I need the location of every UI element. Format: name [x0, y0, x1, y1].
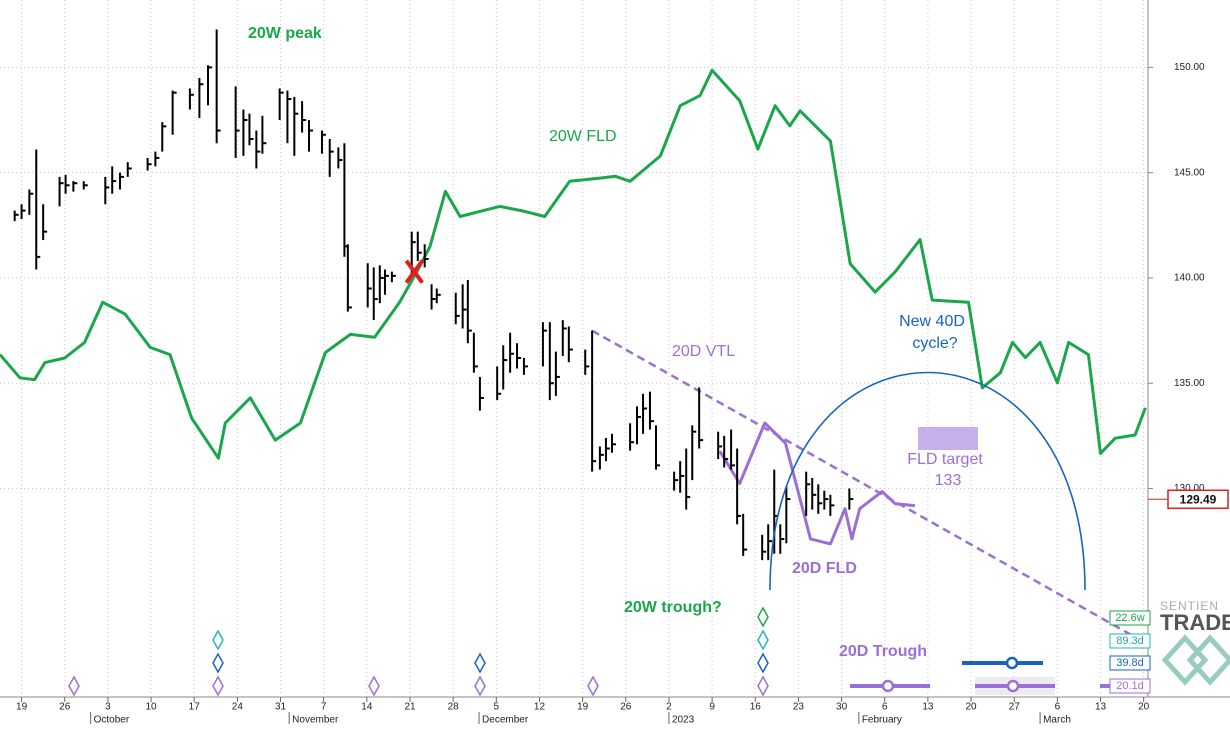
fld-line: [718, 421, 916, 546]
y-tick-label: 140.00: [1174, 273, 1205, 284]
y-tick-label: 135.00: [1174, 378, 1205, 389]
fld-target-box: [918, 427, 978, 450]
month-label: December: [482, 715, 529, 726]
vtl-line: [591, 329, 1149, 646]
diamond: [757, 606, 769, 628]
marks: [0, 29, 1149, 646]
logo-text: SENTIEN: [1160, 599, 1219, 613]
y-tick-label: 145.00: [1174, 167, 1205, 178]
cycle-label: 20.1d: [1116, 680, 1144, 692]
diamond: [757, 675, 769, 697]
x-tick-label: 21: [404, 702, 416, 713]
cycle-arc: [769, 371, 1086, 591]
x-tick-label: 26: [620, 702, 632, 713]
x-tick-label: 16: [750, 702, 762, 713]
month-label: October: [94, 715, 130, 726]
x-tick-label: 14: [361, 702, 373, 713]
x-tick-label: 20: [1138, 702, 1150, 713]
diamond: [368, 675, 380, 697]
diamond: [68, 675, 80, 697]
cycle-diamonds: [68, 606, 769, 697]
annotation: cycle?: [912, 335, 957, 352]
diamond: [587, 675, 599, 697]
annotation: 20W peak: [248, 25, 322, 42]
x-tick-label: 24: [232, 702, 244, 713]
diamond: [757, 652, 769, 674]
diamond: [212, 652, 224, 674]
x-tick-label: 6: [1055, 702, 1061, 713]
projection-point: [1005, 656, 1019, 670]
grid: [0, 0, 1148, 697]
month-label: February: [862, 715, 902, 726]
x-tick-label: 13: [922, 702, 934, 713]
annotation: New 40D: [899, 313, 965, 330]
fld-line: [0, 68, 1147, 460]
cycle-label: 89.3d: [1116, 635, 1144, 647]
diamond: [212, 675, 224, 697]
x-tick-label: 12: [534, 702, 546, 713]
x-tick-label: 3: [105, 702, 111, 713]
month-label: March: [1043, 715, 1071, 726]
diamonds-20d: [68, 675, 769, 697]
cycle-label-box: [1109, 678, 1151, 694]
last-price-label: 129.49: [1180, 492, 1217, 506]
x-tick-label: 7: [321, 702, 327, 713]
annotation: 20W trough?: [624, 599, 722, 616]
last-price-box: [1167, 489, 1229, 510]
month-label: 2023: [672, 715, 695, 726]
x-tick-label: 23: [793, 702, 805, 713]
x-tick-label: 26: [59, 702, 71, 713]
logo-text: TRADE: [1160, 610, 1230, 635]
x-tick-label: 20: [965, 702, 977, 713]
diamond: [474, 675, 486, 697]
x-tick-label: 31: [275, 702, 287, 713]
cycle-label-box: [1109, 633, 1151, 649]
logo-icon: [1161, 634, 1230, 686]
x-tick-label: 9: [709, 702, 715, 713]
month-label: November: [292, 715, 339, 726]
x-tick-label: 2: [666, 702, 672, 713]
x-tick-label: 17: [189, 702, 201, 713]
x-tick-label: 5: [494, 702, 500, 713]
x-tick-label: 13: [1095, 702, 1107, 713]
annotation: 20D Trough: [839, 643, 927, 660]
cycle-label-box: [1109, 655, 1151, 671]
cross-marker: [404, 259, 424, 284]
projection-point: [1006, 679, 1020, 693]
x-tick-label: 28: [448, 702, 460, 713]
diamond: [474, 652, 486, 674]
annotation: FLD target: [907, 451, 983, 468]
diamond: [212, 629, 224, 651]
x-tick-label: 27: [1009, 702, 1021, 713]
annotation: 133: [935, 472, 962, 489]
x-tick-label: 6: [882, 702, 888, 713]
y-tick-label: 130.00: [1174, 483, 1205, 494]
x-tick-label: 10: [145, 702, 157, 713]
annotation: 20W FLD: [549, 128, 617, 145]
x-tick-label: 30: [836, 702, 848, 713]
cycle-label-box: [1109, 610, 1151, 626]
diamonds-80d: [212, 629, 769, 651]
diamonds-40d: [212, 652, 769, 674]
projection-point: [881, 679, 895, 693]
cycle-label: 39.8d: [1116, 657, 1144, 669]
x-tick-label: 19: [577, 702, 589, 713]
annotation: 20D VTL: [672, 343, 735, 360]
y-tick-label: 150.00: [1174, 62, 1205, 73]
cycle-label: 22.6w: [1115, 612, 1144, 624]
annotation: 20D FLD: [792, 560, 857, 577]
diamonds-20w: [757, 606, 769, 628]
diamond: [757, 629, 769, 651]
x-tick-label: 19: [16, 702, 28, 713]
